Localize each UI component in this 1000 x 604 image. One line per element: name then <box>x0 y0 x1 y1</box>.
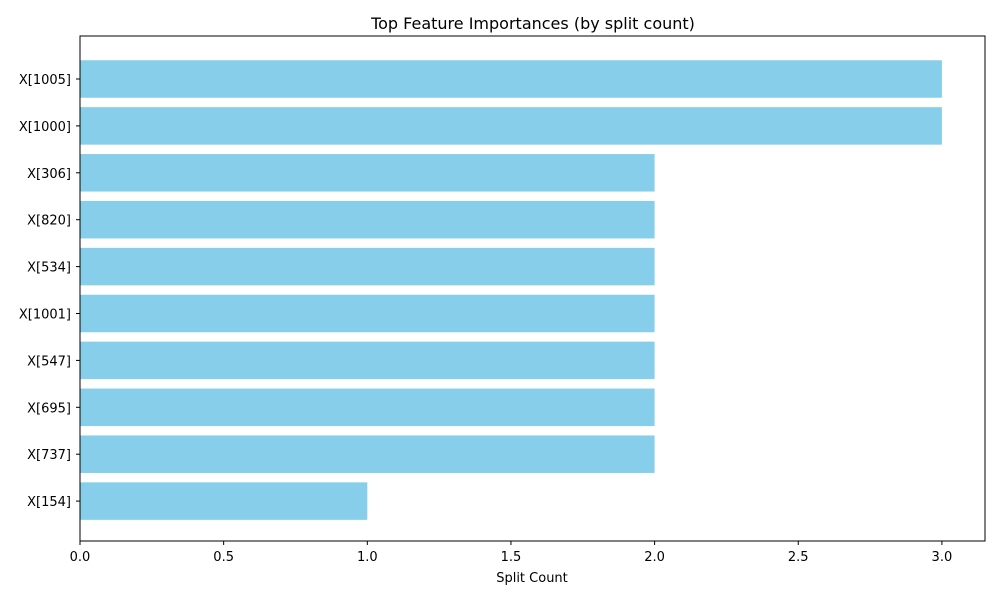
x-tick-label: 0.5 <box>213 550 234 565</box>
x-tick-label: 2.5 <box>788 550 809 565</box>
chart-title: Top Feature Importances (by split count) <box>370 14 695 33</box>
x-tick-label: 0.0 <box>70 550 91 565</box>
y-tick-label: X[1001] <box>19 308 71 323</box>
y-tick-label: X[820] <box>27 214 71 229</box>
x-tick-label: 1.0 <box>357 550 378 565</box>
bar-X[820] <box>80 200 655 239</box>
y-tick-label: X[154] <box>27 495 71 510</box>
bar-X[1000] <box>80 107 942 145</box>
x-axis: 0.0 0.5 1.0 1.5 2.0 2.5 3.0 <box>70 541 953 565</box>
y-tick-label: X[547] <box>27 354 71 369</box>
bar-X[547] <box>80 341 655 380</box>
bars-layer <box>80 60 942 520</box>
x-axis-label: Split Count <box>496 571 568 586</box>
bar-X[306] <box>80 154 655 192</box>
bar-X[1001] <box>80 294 655 333</box>
y-axis: X[1005] X[1000] X[306] X[820] X[534] X[1001] X… <box>19 73 80 510</box>
y-tick-label: X[1005] <box>19 73 71 88</box>
y-tick-label: X[695] <box>27 401 71 416</box>
y-tick-label: X[534] <box>27 261 71 276</box>
bar-X[1005] <box>80 60 942 98</box>
plot-frame <box>79 35 986 542</box>
y-tick-label: X[737] <box>27 448 71 463</box>
x-tick-label: 2.0 <box>644 550 665 565</box>
y-tick-label: X[1000] <box>19 120 71 135</box>
bar-X[154] <box>80 482 368 520</box>
bar-X[695] <box>80 388 655 427</box>
y-tick-label: X[306] <box>27 167 71 182</box>
bar-X[534] <box>80 247 655 286</box>
x-tick-label: 1.5 <box>501 550 522 565</box>
bar-X[737] <box>80 435 655 473</box>
x-tick-label: 3.0 <box>932 550 953 565</box>
